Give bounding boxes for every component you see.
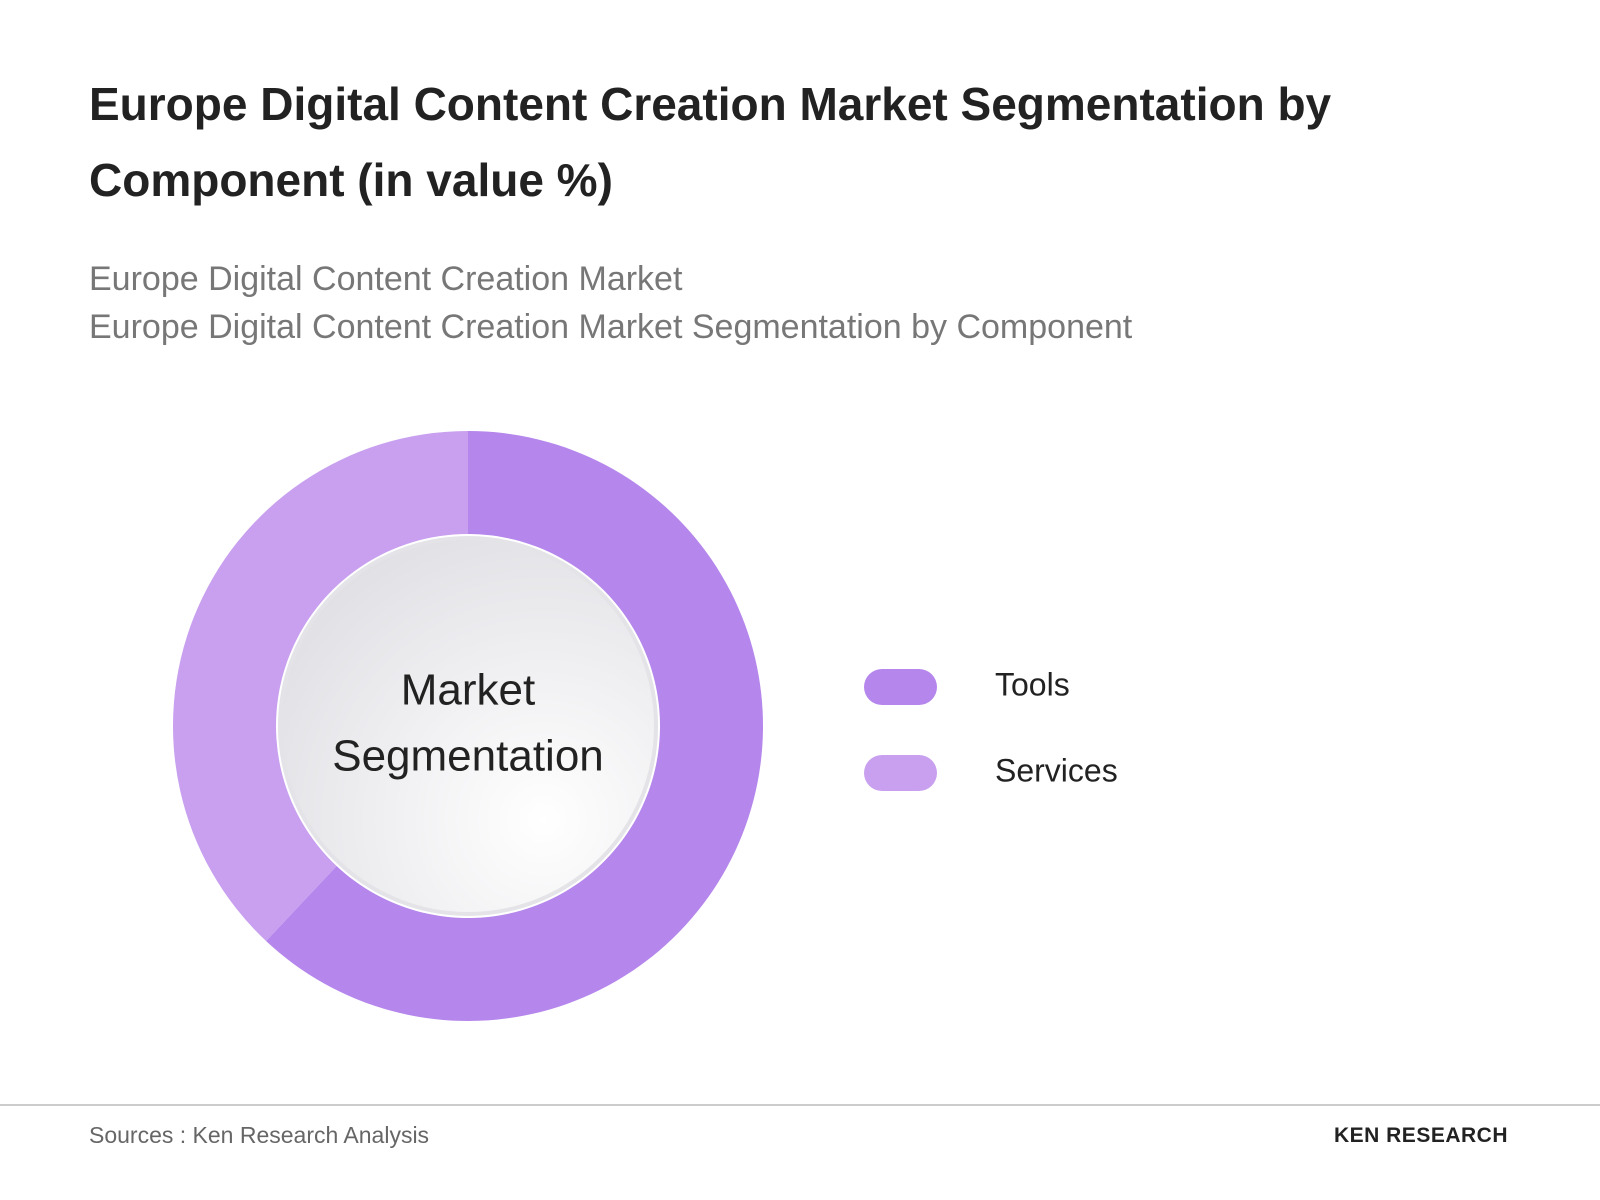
chart: Market Segmentation Tools Services bbox=[173, 431, 1118, 1021]
source-note: Sources : Ken Research Analysis bbox=[89, 1122, 430, 1148]
center-disc bbox=[278, 536, 658, 916]
legend-label: Tools bbox=[995, 666, 1070, 702]
center-label: Market bbox=[401, 666, 535, 715]
legend-swatch bbox=[864, 755, 937, 791]
donut-segment bbox=[266, 431, 763, 1021]
legend-label: Services bbox=[995, 752, 1118, 788]
chart-title: Europe Digital Content Creation Market S… bbox=[89, 78, 1332, 206]
legend-swatch bbox=[864, 669, 937, 705]
subtitle: Europe Digital Content Creation Market S… bbox=[89, 308, 1133, 346]
logo: KEN RESEARCH bbox=[1333, 1124, 1508, 1147]
center-label: Segmentation bbox=[332, 732, 604, 781]
subtitle: Europe Digital Content Creation Market bbox=[89, 260, 683, 298]
donut-segment bbox=[173, 431, 468, 942]
footer-rule bbox=[0, 1104, 1600, 1106]
